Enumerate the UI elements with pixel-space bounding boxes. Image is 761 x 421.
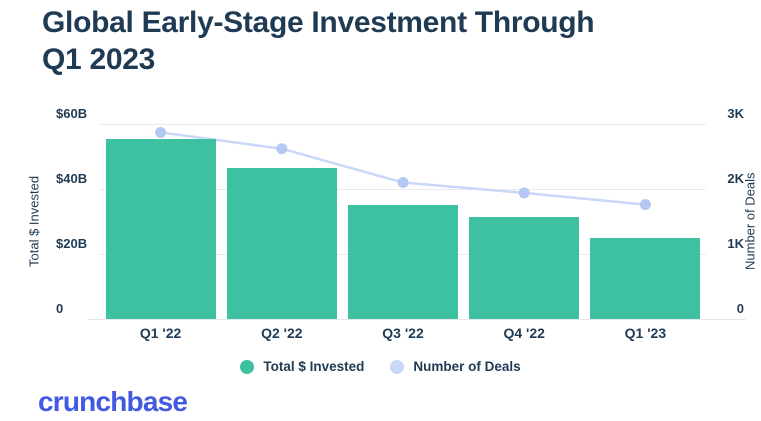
left-axis-title: Total $ Invested: [26, 175, 42, 268]
plot-area: [100, 124, 706, 319]
deals-dot-q1-22: [155, 126, 167, 138]
legend-item-number-of-deals: Number of Deals: [390, 359, 521, 374]
deals-line-chart: [155, 126, 651, 211]
bar-q4-22: [469, 216, 580, 319]
right-tick-2k: 2K: [727, 171, 744, 186]
legend-label: Number of Deals: [413, 359, 521, 374]
left-tick-20b: $20B: [56, 236, 88, 251]
left-tick-0: 0: [56, 301, 64, 316]
investment-chart: Total $ Invested Number of Deals $60B $40…: [0, 100, 761, 348]
right-tick-1k: 1K: [727, 236, 744, 251]
x-label-q1-23: Q1 '23: [624, 325, 667, 341]
chart-legend: Total $ Invested Number of Deals: [0, 359, 761, 374]
right-axis-title: Number of Deals: [742, 172, 758, 271]
page-title-line2: Q1 2023: [42, 43, 155, 76]
left-tick-60b: $60B: [56, 106, 88, 121]
deals-dot-q1-23: [639, 199, 651, 211]
crunchbase-logo: crunchbase: [38, 386, 188, 417]
bar-q2-22: [226, 167, 337, 319]
page-title-line1: Global Early-Stage Investment Through: [42, 6, 595, 39]
legend-item-total-invested: Total $ Invested: [240, 359, 364, 374]
x-label-q3-22: Q3 '22: [382, 325, 424, 341]
bar-q1-22: [105, 138, 216, 319]
legend-dot-total-invested: [240, 359, 255, 374]
right-tick-0: 0: [736, 301, 744, 316]
page-title: Global Early-Stage Investment Through Q1…: [42, 4, 742, 78]
deals-dot-q4-22: [518, 187, 530, 199]
x-axis-line: [88, 319, 746, 320]
deals-dot-q3-22: [397, 177, 409, 188]
x-label-q1-22: Q1 '22: [139, 325, 182, 341]
gridline: [100, 189, 706, 190]
bar-q1-23: [590, 237, 701, 319]
gridline: [100, 124, 706, 125]
x-label-q4-22: Q4 '22: [503, 325, 545, 341]
x-label-q2-22: Q2 '22: [261, 325, 303, 341]
right-tick-3k: 3K: [727, 106, 744, 121]
deals-dot-q2-22: [276, 143, 288, 155]
bar-q3-22: [348, 205, 458, 319]
legend-label: Total $ Invested: [263, 359, 365, 374]
legend-dot-number-of-deals: [390, 359, 405, 374]
left-tick-40b: $40B: [56, 171, 88, 186]
